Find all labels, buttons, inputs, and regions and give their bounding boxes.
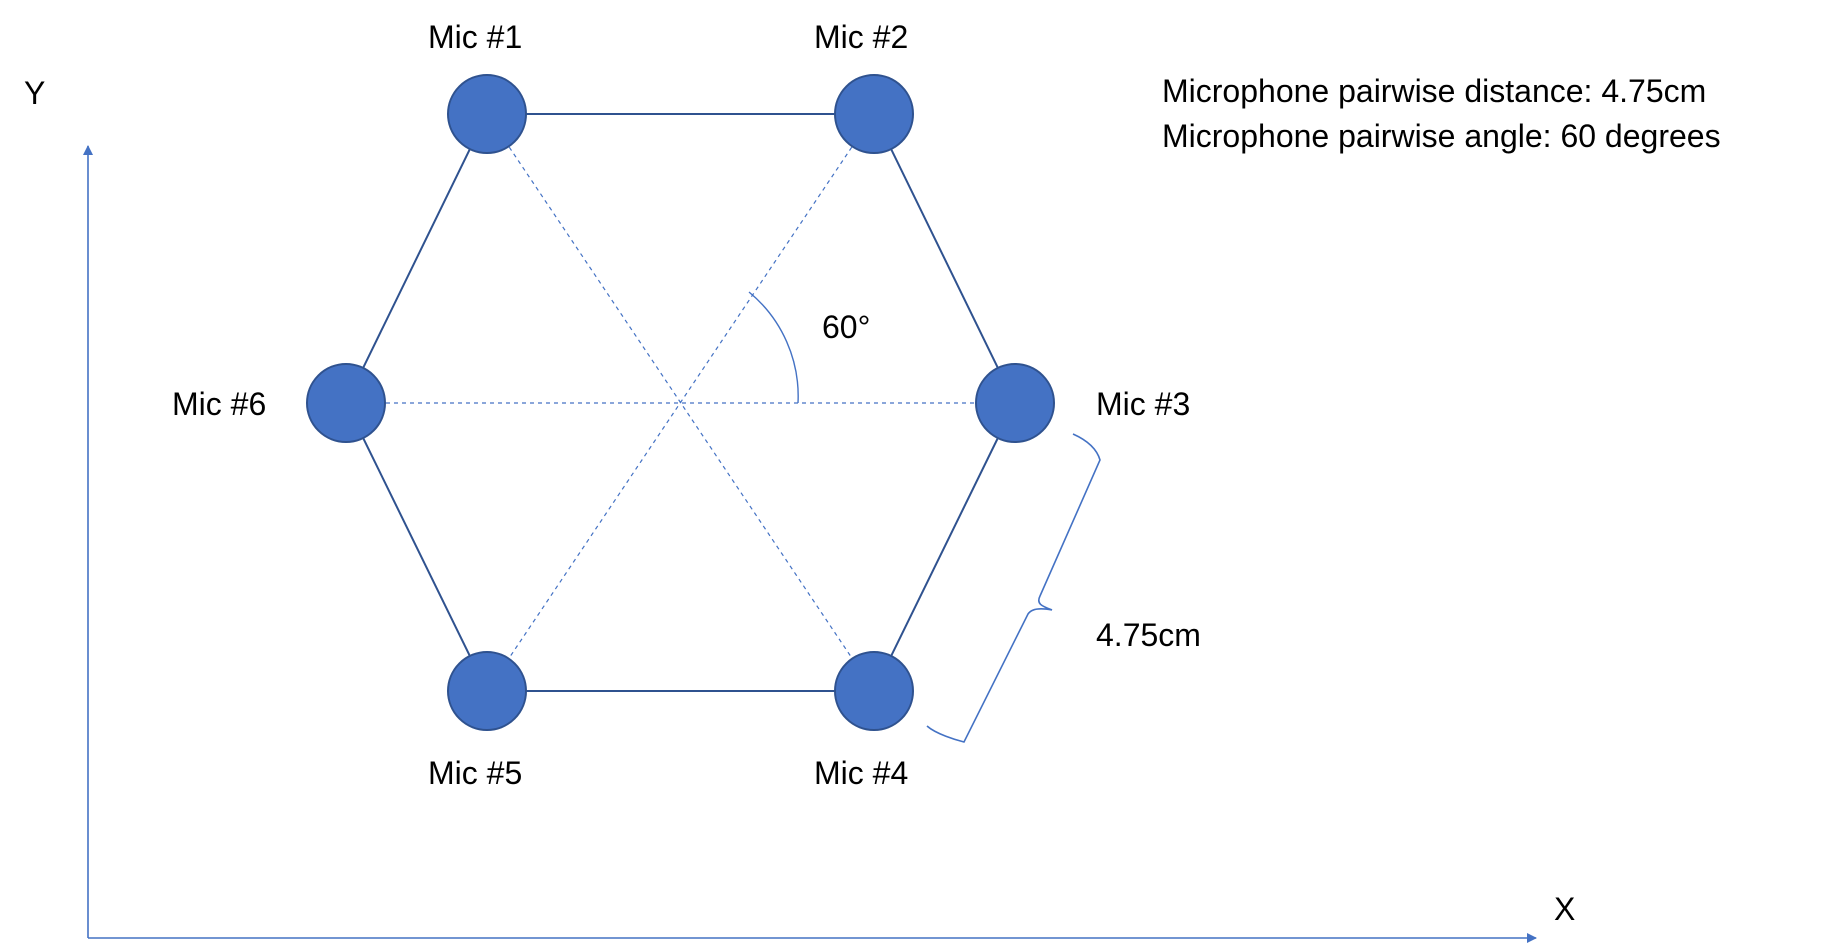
mic-6-label: Mic #6 bbox=[172, 386, 266, 422]
mic-5-node bbox=[447, 651, 527, 731]
mic-1-label: Mic #1 bbox=[428, 19, 522, 55]
mic-2-label: Mic #2 bbox=[814, 19, 908, 55]
y-axis-label: Y bbox=[24, 75, 45, 111]
angle-label: 60° bbox=[822, 309, 870, 345]
mic-1-node bbox=[447, 74, 527, 154]
hexagon-edges bbox=[345, 113, 1016, 692]
info-distance: Microphone pairwise distance: 4.75cm bbox=[1162, 73, 1706, 109]
microphones bbox=[306, 74, 1055, 731]
edge-mic5-mic6 bbox=[345, 402, 488, 692]
x-axis-label: X bbox=[1554, 891, 1575, 927]
diagonal-mic2-mic5 bbox=[486, 113, 875, 692]
mic-4-node bbox=[834, 651, 914, 731]
distance-brace bbox=[926, 433, 1101, 743]
info-angle: Microphone pairwise angle: 60 degrees bbox=[1162, 118, 1721, 154]
mic-2-node bbox=[834, 74, 914, 154]
edge-mic2-mic3 bbox=[873, 113, 1016, 404]
angle-arc bbox=[748, 291, 799, 404]
mic-4-label: Mic #4 bbox=[814, 755, 908, 791]
mic-3-label: Mic #3 bbox=[1096, 386, 1190, 422]
edge-mic3-mic4 bbox=[873, 402, 1016, 692]
distance-label: 4.75cm bbox=[1096, 617, 1201, 653]
diagonals bbox=[346, 113, 1015, 692]
mic-3-node bbox=[975, 363, 1055, 443]
edge-mic6-mic1 bbox=[345, 113, 488, 404]
mic-5-label: Mic #5 bbox=[428, 755, 522, 791]
mic-6-node bbox=[306, 363, 386, 443]
